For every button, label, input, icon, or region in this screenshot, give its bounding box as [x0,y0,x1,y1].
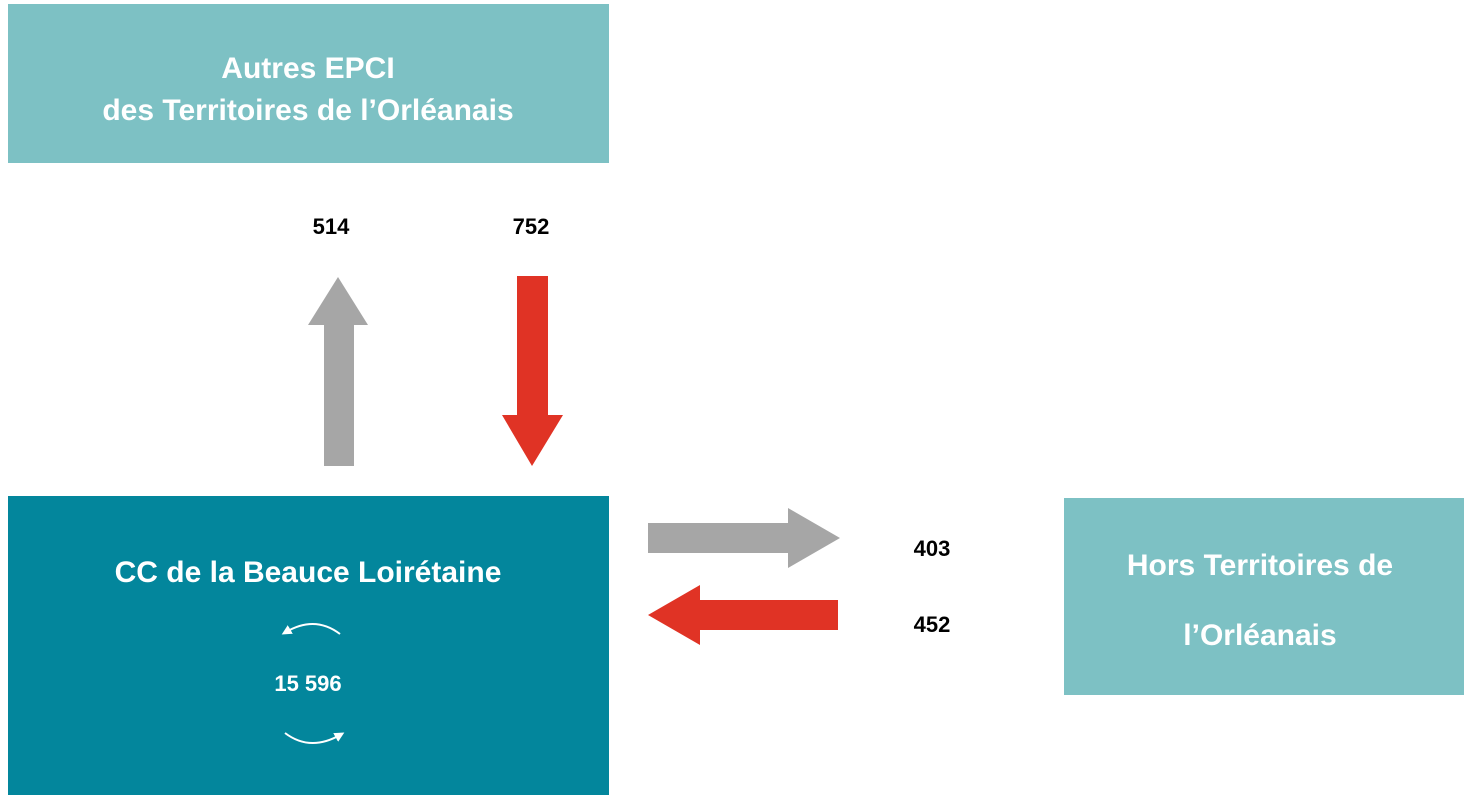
node-label: l’Orléanais [1183,619,1336,652]
cycle-arrow [281,623,341,635]
node-box [8,4,609,163]
node-label: CC de la Beauce Loirétaine [115,556,502,589]
node-box [8,496,609,795]
flow-value: 452 [914,612,951,637]
cycle-arrow [284,732,345,744]
flow-arrow [648,585,838,645]
node-label: des Territoires de l’Orléanais [102,94,513,127]
flow-arrow [648,508,840,568]
node-label: Hors Territoires de [1127,549,1393,582]
flow-arrow [502,276,563,466]
node-label: Autres EPCI [221,52,394,85]
node-box [1064,498,1464,695]
flow-value: 403 [914,536,951,561]
flow-value: 514 [313,214,350,239]
flow-value: 752 [513,214,550,239]
internal-flow: 15 596 [274,671,341,696]
flow-arrow [308,277,368,466]
